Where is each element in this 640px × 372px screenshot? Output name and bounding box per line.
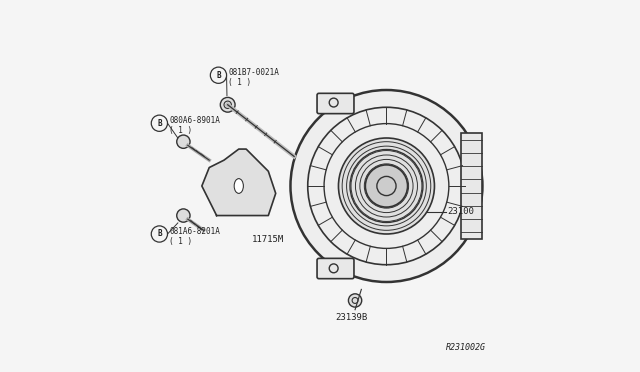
Text: B: B [216, 71, 221, 80]
FancyBboxPatch shape [317, 259, 354, 279]
Polygon shape [202, 149, 276, 215]
Text: R231002G: R231002G [446, 343, 486, 352]
Text: 081A6-8201A: 081A6-8201A [170, 227, 220, 235]
Text: 23100: 23100 [447, 207, 474, 217]
Circle shape [339, 138, 435, 234]
Circle shape [177, 209, 190, 222]
Text: B: B [157, 230, 162, 238]
Text: ( 1 ): ( 1 ) [228, 78, 252, 87]
Circle shape [348, 294, 362, 307]
Circle shape [220, 97, 235, 112]
FancyBboxPatch shape [317, 93, 354, 113]
Text: ( 1 ): ( 1 ) [170, 237, 193, 246]
Text: 080A6-8901A: 080A6-8901A [170, 116, 220, 125]
Text: 081B7-0021A: 081B7-0021A [228, 68, 279, 77]
Circle shape [365, 165, 408, 207]
Circle shape [291, 90, 483, 282]
Text: ( 1 ): ( 1 ) [170, 126, 193, 135]
Text: 23139B: 23139B [335, 312, 367, 321]
Text: B: B [157, 119, 162, 128]
Ellipse shape [234, 179, 243, 193]
Circle shape [238, 156, 254, 172]
Bar [461, 133, 483, 239]
Text: 11715M: 11715M [252, 235, 284, 244]
Circle shape [177, 135, 190, 148]
